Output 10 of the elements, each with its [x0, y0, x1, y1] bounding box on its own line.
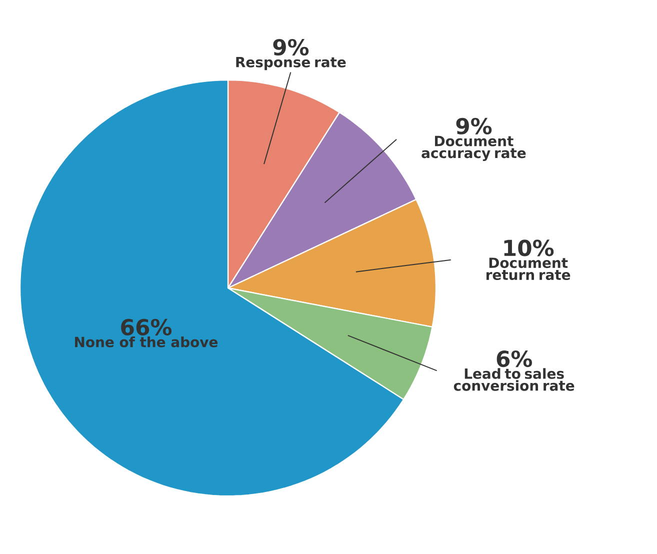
data-label: 9%	[273, 38, 309, 56]
slice-label: Lead to sales conversion rate	[454, 368, 574, 391]
slice-label: Document accuracy rate	[422, 136, 526, 162]
data-label: 66%	[121, 318, 172, 336]
data-label: 6%	[496, 350, 532, 368]
data-label: 9%	[456, 118, 492, 134]
slice-label: Response rate	[236, 57, 346, 70]
slice-label: None of the above	[75, 336, 218, 348]
data-label: 10%	[504, 240, 554, 256]
slice-label: Document return rate	[486, 258, 570, 280]
